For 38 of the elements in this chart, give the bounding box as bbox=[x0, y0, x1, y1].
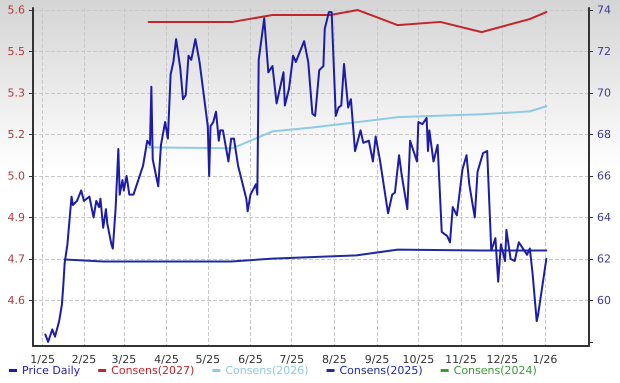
x-tick-label: 4/25 bbox=[154, 353, 179, 366]
y-tick-label: 5.2 bbox=[8, 128, 25, 142]
legend-label: Consens(2024) bbox=[454, 364, 537, 377]
legend-label: Consens(2026) bbox=[225, 364, 308, 377]
x-tick-label: 6/25 bbox=[238, 353, 263, 366]
x-tick-label: 5/25 bbox=[195, 353, 220, 366]
legend-label: Consens(2027) bbox=[111, 364, 194, 377]
y2-tick-label: 70 bbox=[597, 86, 611, 100]
y2-tick-label: 60 bbox=[597, 294, 611, 307]
x-tick-label: 10/25 bbox=[402, 353, 434, 366]
x-tick-label: 3/25 bbox=[111, 353, 136, 366]
y2-tick-label: 72 bbox=[597, 45, 611, 58]
y2-tick-label: 62 bbox=[597, 252, 611, 266]
x-tick-label: 1/26 bbox=[532, 353, 558, 366]
line-series bbox=[148, 9, 548, 34]
y2-tick-label: 64 bbox=[597, 210, 611, 224]
y-tick-label: 4.7 bbox=[8, 252, 25, 266]
legend-label: Price Daily bbox=[22, 364, 81, 377]
line-series bbox=[148, 105, 548, 150]
x-tick-label: 12/25 bbox=[486, 353, 518, 366]
x-tick-label: 8/25 bbox=[322, 353, 347, 366]
y-tick-label: 5.6 bbox=[8, 4, 25, 17]
x-tick-label: 2/25 bbox=[72, 353, 96, 366]
y-tick-label: 4.9 bbox=[8, 210, 25, 224]
x-tick-label: 11/25 bbox=[445, 353, 477, 366]
x-tick-label: 1/25 bbox=[30, 353, 55, 366]
legend-label: Consens(2025) bbox=[339, 364, 423, 377]
line-series bbox=[44, 11, 548, 343]
y-tick-label: 4.6 bbox=[8, 294, 25, 307]
y-tick-label: 5.3 bbox=[8, 86, 25, 100]
y2-tick-label: 74 bbox=[597, 4, 611, 17]
y-tick-label: 5.0 bbox=[8, 169, 25, 182]
y2-tick-label: 68 bbox=[597, 128, 611, 141]
x-tick-label: 9/25 bbox=[364, 353, 390, 366]
line-series bbox=[64, 248, 548, 262]
x-tick-label: 7/25 bbox=[279, 353, 304, 366]
y2-tick-label: 66 bbox=[597, 169, 611, 182]
y-tick-label: 5.5 bbox=[8, 45, 25, 58]
